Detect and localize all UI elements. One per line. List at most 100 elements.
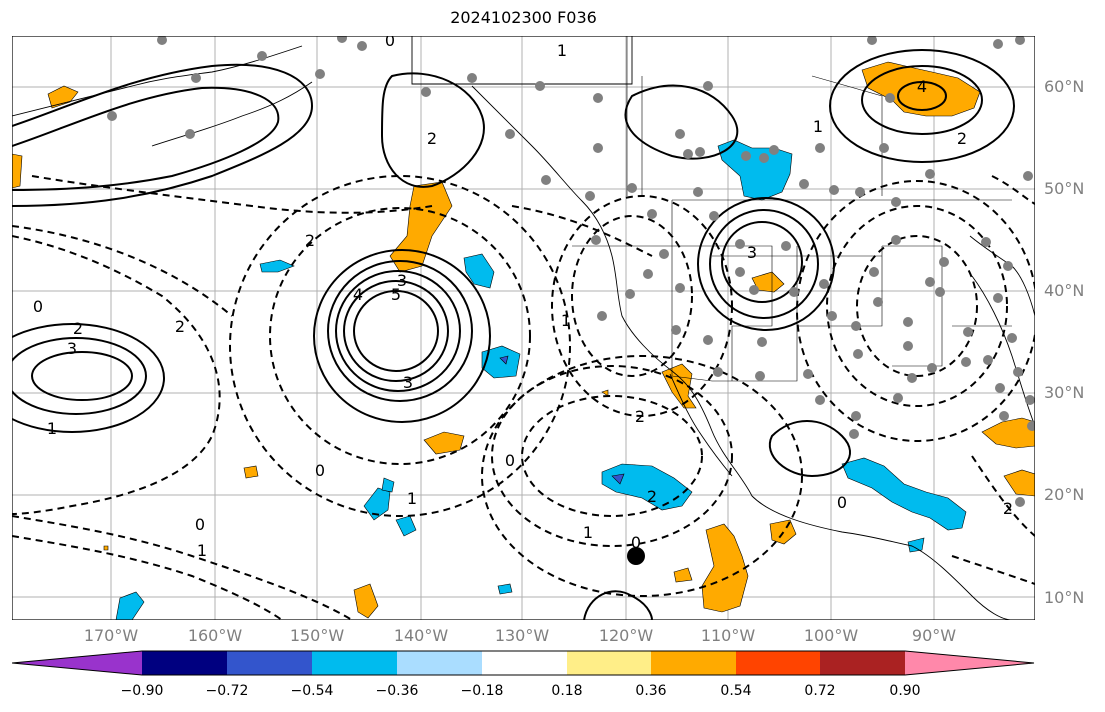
blue-shade-region [611,473,625,485]
lon-label: 110°W [700,626,756,645]
colorbar-tick: −0.54 [290,683,334,699]
colorbar-swatch [12,651,142,675]
colorbar-swatch [227,651,312,675]
lat-label: 10°N [1044,588,1085,607]
colorbar-tick: 0.90 [889,683,921,699]
lon-label: 100°W [803,626,859,645]
contour-label: 2 [73,319,83,338]
contour-label: 2 [635,407,645,426]
orange-shade-region [243,465,259,479]
contour-label: 1 [813,117,823,136]
contour-label: 0 [631,533,641,552]
orange-shade-region [423,431,465,455]
lon-label: 170°W [83,626,139,645]
colorbar-tick: −0.18 [460,683,504,699]
colorbar-swatch [397,651,482,675]
colorbar-swatch [651,651,736,675]
lat-label: 20°N [1044,485,1085,504]
solid-contours [12,49,1015,620]
lon-label: 150°W [289,626,345,645]
contour-label: 3 [747,243,757,262]
colorbar-swatch [567,651,651,675]
cyan-shade-region [363,487,391,521]
orange-shade-region [103,545,109,551]
contour-label: 2 [647,487,657,506]
contour-label: 1 [557,41,567,60]
cyan-shade-region [259,259,295,273]
contour-label: 2 [1003,499,1013,518]
forecast-map: 0 1 2 3 4 5 0 1 2 3 0 1 2 0 1 2 0 1 2 3 … [12,36,1035,620]
colorbar-tick: −0.36 [375,683,419,699]
lon-label: 160°W [187,626,243,645]
contour-label: 2 [305,231,315,250]
colorbar-swatch [905,651,1034,675]
cyan-shade-region [115,591,145,620]
cyan-shade-region [381,477,395,493]
contour-label: 1 [47,419,57,438]
colorbar-tick: −0.90 [120,683,164,699]
colorbar-swatch [312,651,397,675]
orange-shade-region [601,389,609,397]
orange-shade-region [673,567,693,583]
cyan-shade-region [601,463,693,511]
colorbar [12,650,1035,676]
contour-label: 0 [505,451,515,470]
orange-shade-region [981,417,1035,449]
contour-label: 3 [67,339,77,358]
colorbar-tick: 0.54 [720,683,752,699]
orange-shade-region [12,153,23,189]
orange-shade-region [353,583,379,619]
dashed-contours [12,175,1035,620]
cyan-shade-region [497,583,513,595]
contour-label: 2 [957,129,967,148]
lat-label: 30°N [1044,383,1085,402]
lat-label: 50°N [1044,179,1085,198]
contour-label: 0 [315,461,325,480]
contour-labels: 0 1 2 3 4 5 0 1 2 3 0 1 2 0 1 2 0 1 2 3 … [33,36,1013,560]
cyan-shade-region [841,457,967,531]
colorbar-tick: −0.72 [205,683,249,699]
contour-label: 5 [391,285,401,304]
colorbar-tick: 0.18 [551,683,583,699]
lon-label: 140°W [393,626,449,645]
shaded-regions [12,61,1035,620]
contour-label: 0 [385,36,395,50]
contour-label: 1 [561,311,571,330]
contour-label: 3 [403,373,413,392]
cyan-shade-region [463,253,495,289]
contour-label: 2 [175,317,185,336]
graticule [12,36,1035,620]
station-markers [107,36,1035,507]
contour-label: 4 [917,77,927,96]
contour-label: 2 [427,129,437,148]
blue-shade-region [499,355,509,365]
lat-label: 40°N [1044,281,1085,300]
orange-shade-region [1003,469,1035,497]
contour-label: 1 [197,541,207,560]
political-borders [572,36,1012,382]
colorbar-tick: 0.36 [635,683,667,699]
contour-label: 1 [583,523,593,542]
colorbar-swatch [736,651,820,675]
lon-label: 90°W [911,626,957,645]
lon-label: 120°W [598,626,654,645]
cyan-shade-region [481,345,521,379]
cyan-shade-region [907,537,925,553]
contour-label: 3 [397,271,407,290]
lat-label: 60°N [1044,77,1085,96]
lon-label: 130°W [494,626,550,645]
colorbar-swatch [142,651,227,675]
colorbar-tick: 0.72 [804,683,836,699]
colorbar-swatch [482,651,567,675]
map-title: 2024102300 F036 [450,8,597,27]
contour-label: 1 [407,489,417,508]
cyan-shade-region [717,139,793,201]
contour-label: 4 [353,285,363,304]
cyan-shade-region [395,515,417,537]
highlight-marker [627,547,645,565]
contour-label: 0 [837,493,847,512]
contour-label: 0 [33,297,43,316]
orange-shade-region [47,85,79,109]
colorbar-swatch [820,651,905,675]
orange-shade-region [701,523,749,613]
